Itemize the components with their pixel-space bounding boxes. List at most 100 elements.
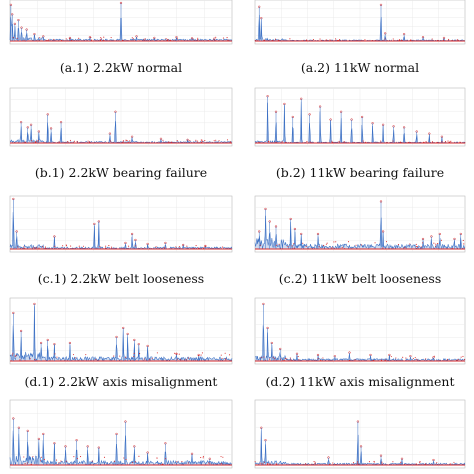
noise-marker	[254, 40, 256, 42]
noise-marker	[271, 39, 273, 42]
noise-marker	[286, 358, 288, 360]
noise-marker	[328, 463, 330, 465]
noise-marker	[368, 461, 370, 463]
noise-marker	[101, 38, 103, 40]
noise-marker	[278, 39, 280, 41]
noise-marker	[373, 359, 375, 362]
noise-marker	[258, 141, 260, 143]
noise-marker	[263, 356, 265, 358]
noise-marker	[215, 139, 217, 141]
panel-caption: (d.2) 11kW axis misalignment	[266, 374, 455, 389]
noise-marker	[125, 458, 127, 461]
noise-marker	[384, 359, 386, 361]
noise-marker	[302, 242, 304, 244]
noise-marker	[452, 248, 454, 250]
noise-marker	[149, 359, 151, 361]
noise-marker	[87, 140, 89, 142]
panel-caption: (a.1) 2.2kW normal	[60, 60, 182, 75]
noise-marker	[425, 141, 427, 143]
noise-marker	[464, 358, 466, 360]
noise-marker	[181, 460, 183, 463]
noise-marker	[436, 462, 438, 464]
noise-marker	[281, 141, 283, 143]
noise-marker	[263, 461, 265, 463]
noise-marker	[174, 352, 176, 354]
noise-marker	[337, 40, 340, 42]
noise-marker	[419, 462, 421, 464]
noise-marker	[11, 354, 13, 356]
noise-marker	[364, 39, 366, 41]
noise-marker	[70, 39, 72, 42]
noise-marker	[222, 456, 224, 458]
noise-marker	[89, 141, 91, 143]
noise-marker	[360, 244, 362, 246]
noise-marker	[201, 352, 203, 354]
noise-marker	[325, 243, 327, 245]
noise-marker	[361, 360, 363, 362]
noise-marker	[78, 245, 80, 247]
noise-marker	[91, 460, 93, 462]
noise-marker	[261, 463, 263, 465]
noise-marker	[192, 38, 194, 40]
noise-marker	[133, 355, 135, 358]
noise-marker	[272, 356, 274, 358]
noise-marker	[361, 40, 363, 42]
panel-caption: (a.2) 11kW normal	[301, 60, 419, 75]
noise-marker	[44, 248, 46, 250]
noise-marker	[197, 37, 199, 39]
noise-marker	[401, 39, 403, 41]
noise-marker	[453, 461, 455, 463]
noise-marker	[365, 141, 367, 143]
noise-marker	[267, 462, 269, 465]
spectrum-line	[9, 430, 233, 466]
noise-marker	[425, 463, 427, 465]
noise-marker	[449, 463, 451, 465]
chart-panel-5: (c.1) 2.2kW belt looseness	[9, 195, 233, 286]
noise-marker	[293, 243, 295, 245]
noise-marker	[291, 245, 293, 247]
noise-marker	[29, 358, 31, 360]
noise-marker	[71, 248, 74, 250]
noise-marker	[175, 248, 177, 250]
chart-panel-7: (d.1) 2.2kW axis misalignment	[9, 297, 233, 389]
noise-marker	[310, 464, 313, 466]
noise-marker	[289, 357, 291, 359]
noise-marker	[72, 354, 75, 356]
noise-marker	[283, 359, 285, 362]
noise-marker	[32, 456, 34, 458]
noise-marker	[309, 141, 311, 143]
noise-marker	[103, 36, 105, 38]
noise-marker	[447, 140, 449, 142]
noise-marker	[221, 357, 223, 359]
noise-marker	[314, 463, 316, 465]
noise-marker	[260, 357, 262, 359]
noise-marker	[34, 358, 36, 361]
noise-marker	[448, 142, 450, 144]
noise-marker	[200, 354, 202, 356]
noise-marker	[318, 246, 320, 248]
noise-marker	[306, 141, 308, 143]
noise-marker	[67, 140, 69, 143]
noise-marker	[284, 141, 286, 143]
noise-marker	[382, 247, 384, 249]
noise-marker	[259, 244, 261, 246]
noise-marker	[320, 359, 322, 362]
noise-marker	[202, 457, 204, 459]
noise-marker	[446, 358, 449, 360]
noise-marker	[12, 37, 14, 39]
noise-marker	[33, 246, 35, 248]
noise-marker	[113, 460, 116, 462]
noise-marker	[371, 39, 373, 42]
noise-marker	[14, 142, 16, 144]
noise-marker	[337, 39, 339, 42]
noise-marker	[325, 464, 327, 466]
noise-marker	[404, 246, 406, 249]
noise-marker	[77, 360, 79, 362]
noise-marker	[132, 38, 134, 40]
spectrum-fill	[255, 430, 465, 465]
noise-marker	[50, 248, 52, 250]
noise-marker	[381, 461, 383, 463]
noise-marker	[320, 40, 323, 42]
noise-marker	[373, 460, 375, 463]
noise-marker	[48, 39, 50, 41]
